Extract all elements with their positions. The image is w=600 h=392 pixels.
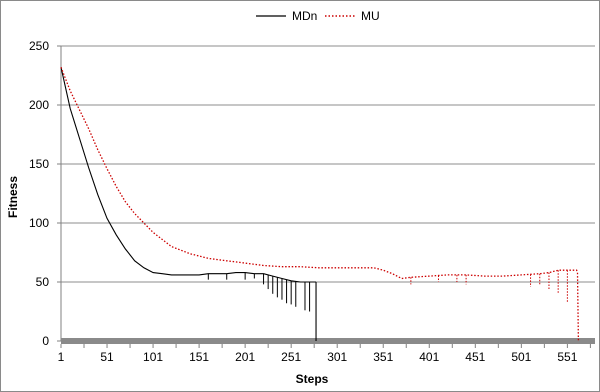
y-tick-label: 50 (36, 275, 50, 289)
legend-mdn-label: MDn (292, 9, 317, 23)
x-tick-label: 151 (189, 350, 209, 364)
x-tick-label: 101 (143, 350, 163, 364)
x-tick-label: 351 (373, 350, 393, 364)
series-group (60, 66, 580, 342)
x-tick-label: 551 (557, 350, 577, 364)
x-tick-label: 51 (100, 350, 114, 364)
x-tick-label: 251 (281, 350, 301, 364)
y-axis-title: Fitness (6, 176, 20, 218)
grid (61, 45, 595, 283)
y-tick-label: 200 (29, 98, 49, 112)
series-mu (60, 66, 580, 342)
series-line-mu (60, 66, 580, 342)
legend: MDn MU (256, 9, 380, 23)
x-tick-label: 401 (419, 350, 439, 364)
legend-mu-label: MU (361, 9, 380, 23)
x-tick-label: 501 (511, 350, 531, 364)
y-tick-label: 100 (29, 216, 49, 230)
y-tick-label: 150 (29, 157, 49, 171)
x-tick-label: 1 (58, 350, 65, 364)
y-tick-label: 0 (42, 334, 49, 348)
series-mdn (60, 67, 317, 341)
x-axis-band (61, 338, 595, 344)
x-tick-label: 201 (235, 350, 255, 364)
y-tick-label: 250 (29, 39, 49, 53)
x-tick-label: 301 (327, 350, 347, 364)
x-axis-title: Steps (296, 372, 329, 386)
x-tick-label: 451 (465, 350, 485, 364)
series-line-mdn (60, 67, 316, 283)
